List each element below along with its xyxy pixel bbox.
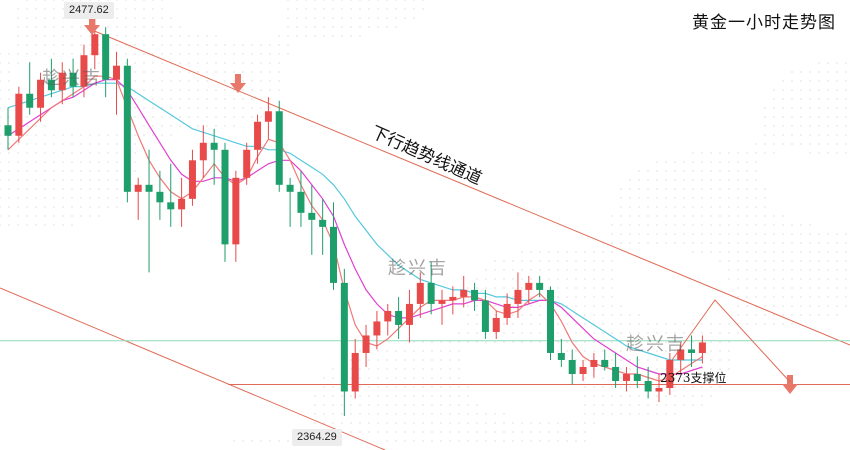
high-price-tag: 2477.62 <box>64 2 114 19</box>
candle-body-1 <box>15 93 23 136</box>
candle-body-44 <box>481 300 489 332</box>
ma-fast-polyline <box>7 75 703 382</box>
candle-body-15 <box>167 202 175 210</box>
candle-body-29 <box>319 219 327 227</box>
candle-body-19 <box>210 142 218 150</box>
candle-body-2 <box>26 93 34 108</box>
watermark-2: 趁兴吉 <box>388 258 448 279</box>
candle-body-27 <box>297 191 305 213</box>
candle-body-48 <box>525 282 533 290</box>
candle-body-24 <box>264 111 272 122</box>
mid-down-arrow-shaft <box>235 74 241 83</box>
candle-body-21 <box>232 177 240 245</box>
candle-body-10 <box>113 65 120 80</box>
candle-body-8 <box>91 34 99 56</box>
channel-upper-line <box>91 29 850 346</box>
candle-body-35 <box>384 310 392 322</box>
candle-body-34 <box>373 321 381 336</box>
candle-body-52 <box>568 359 576 374</box>
candle-body-6 <box>69 72 77 87</box>
arrows <box>84 16 798 394</box>
candle-body-26 <box>286 184 294 192</box>
candle-body-5 <box>58 72 66 91</box>
candle-body-57 <box>622 373 630 381</box>
candle-body-45 <box>492 317 500 332</box>
mid-down-arrow-head <box>230 83 246 93</box>
ma-slow-polyline <box>7 82 703 361</box>
candle-body-23 <box>254 121 262 150</box>
ma-mid-line <box>7 79 703 375</box>
candle-body-55 <box>601 359 609 367</box>
candle-body-14 <box>156 191 164 203</box>
candle-body-31 <box>340 282 348 392</box>
ma-mid-polyline <box>7 79 703 375</box>
candle-body-20 <box>221 149 229 245</box>
chart-title: 黄金一小时走势图 <box>692 13 836 33</box>
candle-body-12 <box>134 184 142 192</box>
watermark-1: 趁兴吉 <box>42 68 102 89</box>
candle-body-43 <box>471 289 479 301</box>
support-label: 2373支撑位 <box>660 371 727 385</box>
candle-body-18 <box>199 142 207 161</box>
candle-body-63 <box>688 349 696 353</box>
candle-body-39 <box>427 282 435 304</box>
candle-body-3 <box>37 79 45 108</box>
candle-body-30 <box>330 226 337 283</box>
projection-path <box>671 299 791 383</box>
channel-lower-line <box>0 287 386 450</box>
candle-body-13 <box>145 184 153 192</box>
target-down-arrow-head <box>782 384 798 394</box>
high-down-arrow-head <box>84 25 100 35</box>
candle-body-51 <box>557 352 565 360</box>
candle-body-9 <box>102 34 110 80</box>
candle-body-0 <box>4 125 12 136</box>
candle-body-7 <box>80 55 88 87</box>
candle-body-64 <box>698 342 706 353</box>
candle-body-32 <box>351 352 359 392</box>
candle-body-4 <box>47 79 55 91</box>
candle-body-11 <box>123 65 131 192</box>
candle-body-36 <box>395 310 403 325</box>
trend-channel <box>0 29 850 450</box>
candle-body-22 <box>243 149 251 178</box>
candle-body-62 <box>677 349 685 360</box>
candle-body-28 <box>308 212 316 220</box>
candle-body-58 <box>633 373 641 381</box>
ma-fast-line <box>7 75 703 382</box>
candle-body-42 <box>460 289 468 297</box>
candle-body-25 <box>275 111 283 185</box>
candle-body-61 <box>666 359 674 388</box>
candle-body-50 <box>547 289 554 353</box>
candle-body-16 <box>178 198 186 210</box>
candle-body-37 <box>405 303 413 325</box>
support-line-group <box>0 340 850 385</box>
low-price-tag: 2364.29 <box>292 429 342 446</box>
candle-body-41 <box>449 296 457 301</box>
target-down-arrow-shaft <box>787 375 793 384</box>
candle-body-54 <box>590 359 598 367</box>
candle-body-59 <box>644 380 652 392</box>
high-down-arrow-shaft <box>89 16 95 25</box>
candle-body-47 <box>514 289 522 304</box>
candle-body-53 <box>579 366 587 374</box>
candle-body-60 <box>655 387 663 392</box>
candle-body-38 <box>416 282 424 304</box>
watermark-3: 趁兴吉 <box>626 334 686 355</box>
candle-body-17 <box>188 160 196 199</box>
candles <box>4 16 706 417</box>
candle-body-33 <box>362 335 370 353</box>
ma-slow-line <box>7 82 703 361</box>
candle-body-56 <box>612 366 620 381</box>
candle-body-40 <box>438 300 446 304</box>
candle-body-49 <box>536 282 544 290</box>
candle-body-46 <box>503 303 511 318</box>
